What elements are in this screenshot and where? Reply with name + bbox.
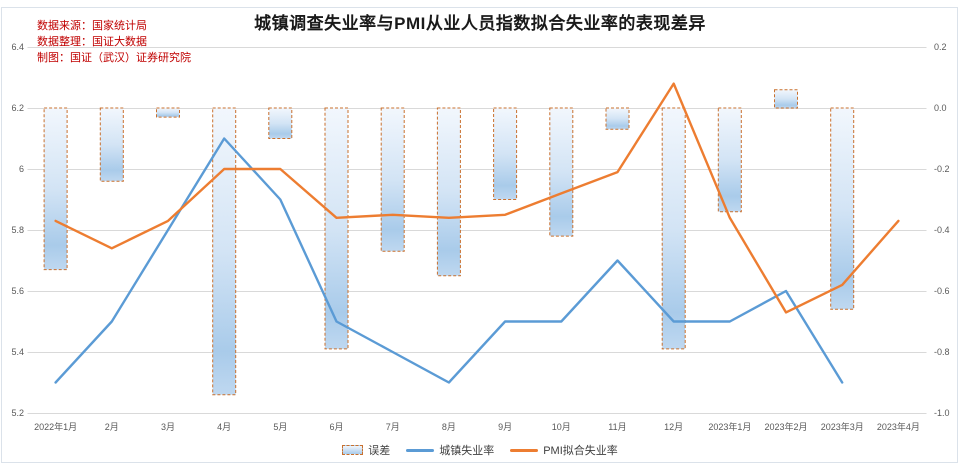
legend-item-pmi: PMI拟合失业率 <box>510 442 618 458</box>
legend-item-error: 误差 <box>342 442 390 458</box>
dashed-bar-swatch-icon <box>342 445 364 455</box>
left-axis-tick: 6.4 <box>11 42 24 52</box>
x-axis-label: 9月 <box>498 422 513 432</box>
error-bar <box>380 107 405 252</box>
legend-label: 城镇失业率 <box>439 445 495 457</box>
x-axis-label: 2月 <box>104 422 119 432</box>
error-bar <box>717 107 742 213</box>
chart-title: 城镇调查失业率与PMI从业人员指数拟合失业率的表现差异 <box>254 14 706 33</box>
right-axis-tick: -1.0 <box>934 408 950 418</box>
x-axis-label: 2023年2月 <box>764 422 808 432</box>
left-axis-tick: 5.8 <box>11 225 24 235</box>
error-bar <box>605 107 630 130</box>
left-axis-tick: 5.4 <box>11 347 24 357</box>
x-axis-label: 7月 <box>385 422 400 432</box>
legend-item-urban: 城镇失业率 <box>406 442 494 458</box>
error-bar <box>830 107 855 310</box>
x-axis-label: 5月 <box>273 422 288 432</box>
right-axis-tick: -0.8 <box>934 347 950 357</box>
x-axis-label: 2022年1月 <box>34 422 78 432</box>
pmi-fitted-line <box>54 82 900 314</box>
urban-unemployment-line <box>54 137 844 384</box>
error-bar <box>774 89 798 109</box>
error-bar <box>549 107 574 237</box>
left-axis-tick: 6 <box>18 164 24 174</box>
right-axis-tick: -0.6 <box>934 286 950 296</box>
left-axis-tick: 5.6 <box>11 286 24 296</box>
x-axis-label: 8月 <box>441 422 456 432</box>
legend-label: PMI拟合失业率 <box>543 445 618 457</box>
source-line-author: 制图：国证（武汉）证券研究院 <box>37 52 191 64</box>
x-axis-label: 2023年3月 <box>820 422 864 432</box>
source-note: 数据来源：国家统计局 数据整理：国证大数据 制图：国证（武汉）证券研究院 <box>37 18 191 66</box>
right-axis-tick: 0.2 <box>934 42 947 52</box>
legend-label: 误差 <box>368 445 391 457</box>
x-axis-label: 6月 <box>329 422 344 432</box>
source-line-compiler: 数据整理：国证大数据 <box>37 36 147 48</box>
line-swatch-icon <box>510 448 539 452</box>
error-bar <box>493 107 518 200</box>
error-bar <box>436 107 461 277</box>
source-line-data: 数据来源：国家统计局 <box>37 20 147 32</box>
line-swatch-icon <box>406 448 435 452</box>
error-bar <box>268 107 293 139</box>
x-axis-label: 2023年1月 <box>708 422 752 432</box>
legend: 误差 城镇失业率 PMI拟合失业率 <box>0 441 960 459</box>
left-axis-tick: 5.2 <box>11 408 24 418</box>
error-bar <box>99 107 124 182</box>
right-axis-tick: -0.4 <box>934 225 950 235</box>
error-bar <box>212 107 237 396</box>
error-bar <box>661 107 686 350</box>
x-axis-label: 2023年4月 <box>876 422 920 432</box>
x-axis-label: 3月 <box>160 422 175 432</box>
error-bar <box>43 107 68 271</box>
error-bar <box>156 107 180 118</box>
x-axis-label: 12月 <box>664 422 684 432</box>
error-bar <box>324 107 349 350</box>
x-axis-label: 4月 <box>217 422 232 432</box>
x-axis-label: 10月 <box>551 422 571 432</box>
x-axis-label: 11月 <box>608 422 627 432</box>
left-axis-tick: 6.2 <box>11 103 24 113</box>
right-axis-tick: -0.2 <box>934 164 950 174</box>
right-axis-tick: 0.0 <box>934 103 947 113</box>
